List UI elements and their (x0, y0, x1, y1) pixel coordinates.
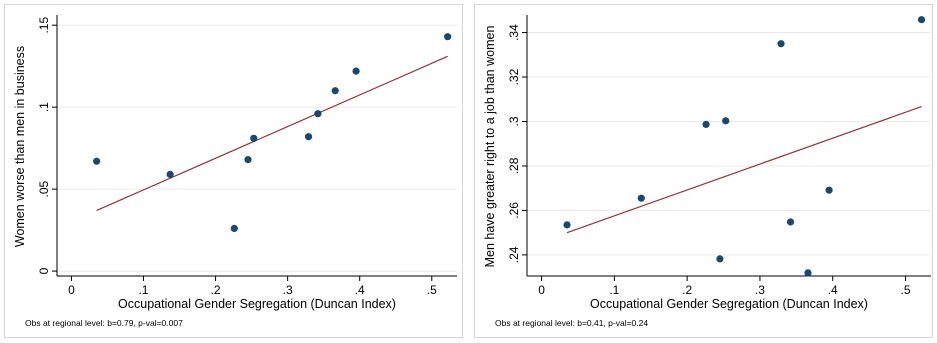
y-axis-title: Men have greater right to a job than wom… (483, 26, 497, 268)
y-tick-label: 0 (37, 267, 51, 274)
y-tick-label: .3 (507, 116, 521, 126)
x-tick-label: .1 (138, 283, 148, 297)
y-axis-title: Women worse than men in business (13, 46, 27, 247)
scatter-point (352, 67, 360, 75)
chart-svg-left: 0 .05 .1 .15 0 .1 .2 .3 .4 .5 Occupational Gender … (13, 15, 457, 328)
scatter-point (804, 269, 812, 277)
scatter-point (304, 133, 313, 141)
fit-line (96, 55, 448, 211)
scatter-point (917, 16, 926, 24)
scatter-point (786, 218, 795, 226)
y-tick-label: .15 (37, 17, 51, 34)
scatter-point (314, 110, 322, 118)
regression-note: Obs at regional level: b=0.79, p-val=0.0… (25, 318, 183, 328)
x-tick-label: 0 (68, 283, 75, 297)
x-tick-label: .3 (283, 283, 293, 297)
scatter-point (702, 120, 710, 128)
scatter-point (722, 117, 730, 125)
y-tick-label: .1 (37, 102, 51, 112)
x-tick-label: .5 (427, 283, 437, 297)
x-tick-label: .2 (682, 283, 692, 297)
y-tick-label: .05 (37, 180, 51, 197)
y-tick-label: .32 (507, 68, 521, 85)
scatter-point (637, 194, 645, 202)
scatter-point (331, 87, 339, 95)
y-tick-label: .26 (507, 202, 521, 219)
scatter-point (563, 221, 571, 229)
x-tick-label: .4 (355, 283, 365, 297)
scatter-point (166, 170, 174, 178)
scatter-point (777, 40, 785, 48)
x-axis-title: Occupational Gender Segregation (Duncan … (118, 297, 396, 311)
scatter-point (444, 33, 452, 41)
x-tick-label: 0 (538, 283, 545, 297)
y-tick-label: .28 (507, 157, 521, 174)
scatter-point (250, 134, 258, 142)
y-tick-label: .34 (507, 24, 521, 41)
chart-panel-left: 0 .05 .1 .15 0 .1 .2 .3 .4 .5 Occupational Gender … (4, 4, 463, 338)
x-tick-label: .2 (211, 283, 221, 297)
x-tick-label: .5 (901, 283, 911, 297)
chart-svg-right: .24 .26 .28 .3 .32 .34 0 .1 .2 .3 .4 .5 Occupational… (483, 15, 931, 328)
scatter-point (244, 156, 252, 164)
x-tick-label: .4 (828, 283, 838, 297)
y-tick-label: .24 (507, 246, 521, 263)
scatter-point (825, 186, 833, 194)
x-tick-label: .3 (755, 283, 765, 297)
regression-note: Obs at regional level: b=0.41, p-val=0.2… (495, 318, 648, 328)
x-axis-title: Occupational Gender Segregation (Duncan … (590, 297, 868, 311)
scatter-point (93, 157, 101, 165)
x-tick-label: .1 (609, 283, 619, 297)
fit-line (566, 106, 922, 234)
chart-panel-right: .24 .26 .28 .3 .32 .34 0 .1 .2 .3 .4 .5 Occupational… (474, 4, 933, 338)
scatter-point (716, 255, 724, 263)
scatter-point (230, 224, 238, 233)
